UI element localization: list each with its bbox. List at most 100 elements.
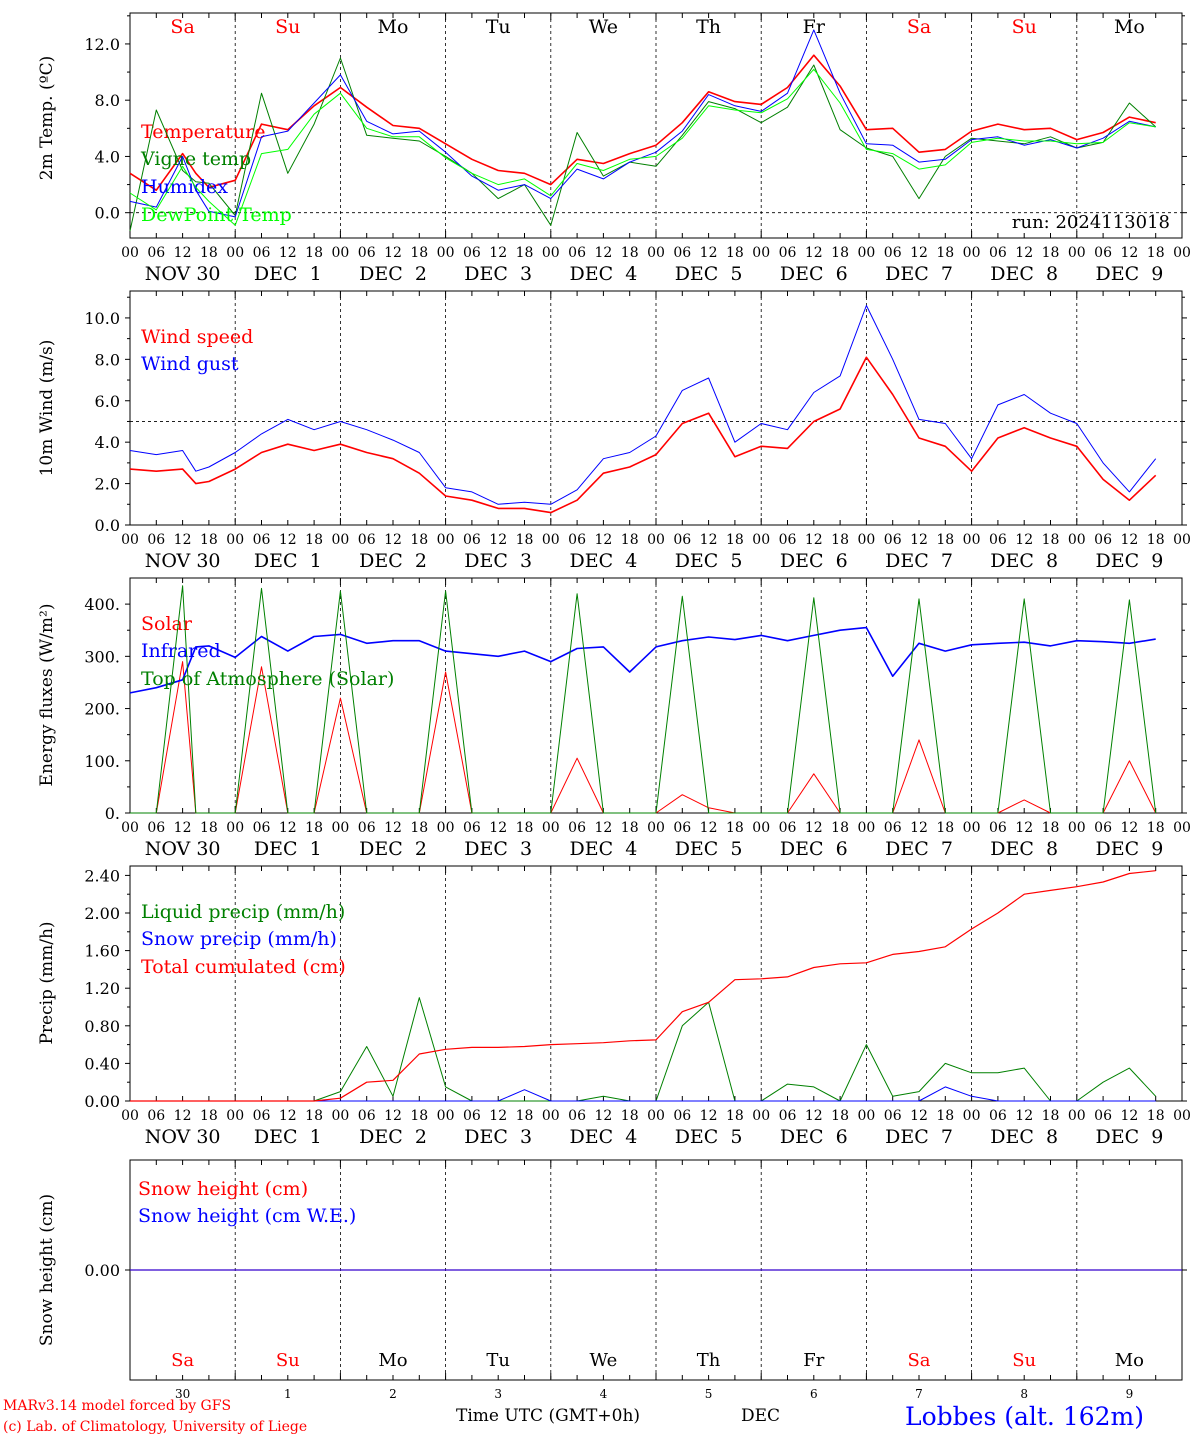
legend-entry: Solar [141, 613, 193, 635]
hour-tick-label: 18 [305, 820, 323, 836]
chart-panel-5: 0.00 Snow height (cm) Snow height (cm) Snow… [37, 1159, 1187, 1401]
hour-tick-label: 06 [253, 245, 271, 261]
hour-tick-label: 18 [831, 532, 849, 548]
date-label: DEC 4 [569, 550, 637, 572]
legend-entry: Humidex [141, 176, 228, 198]
y-axis-label: Energy fluxes (W/m²) [37, 604, 57, 787]
series-line-3 [130, 585, 1157, 814]
day-number: 1 [284, 1387, 292, 1401]
hour-tick-label: 06 [147, 1108, 165, 1124]
date-label: DEC 9 [1095, 263, 1163, 285]
day-number: 3 [494, 1387, 502, 1401]
hour-tick-label: 18 [831, 245, 849, 261]
hour-tick-label: 00 [437, 532, 455, 548]
date-label: DEC 4 [569, 263, 637, 285]
hour-tick-label: 06 [463, 820, 481, 836]
date-label: DEC 7 [885, 550, 953, 572]
day-number: 4 [600, 1387, 608, 1401]
y-tick-label: 4.0 [95, 147, 120, 166]
hour-tick-label: 06 [673, 245, 691, 261]
day-name: We [589, 16, 618, 38]
date-label: DEC 6 [780, 1126, 848, 1148]
day-number: 5 [705, 1387, 713, 1401]
date-label: DEC 4 [569, 1126, 637, 1148]
hour-tick-label: 00 [857, 820, 875, 836]
hour-tick-label: 18 [516, 245, 534, 261]
hour-tick-label: 00 [752, 532, 770, 548]
hour-tick-label: 18 [1147, 1108, 1165, 1124]
y-tick-label: 12.0 [84, 35, 120, 54]
hour-tick-label: 12 [910, 820, 928, 836]
hour-tick-label: 12 [594, 1108, 612, 1124]
hour-tick-label: 18 [726, 245, 744, 261]
hour-tick-label: 12 [1015, 532, 1033, 548]
hour-tick-label: 12 [489, 820, 507, 836]
series-line-3 [129, 29, 1156, 218]
hour-tick-label: 18 [621, 820, 639, 836]
legend-entry: Vigne temp [140, 148, 251, 170]
run-label: run: 2024113018 [1012, 212, 1170, 233]
hour-tick-label: 00 [1173, 532, 1191, 548]
hour-tick-label: 12 [594, 245, 612, 261]
hour-tick-label: 06 [147, 820, 165, 836]
date-label: DEC 2 [359, 550, 427, 572]
day-name: Sa [170, 16, 194, 38]
y-tick-label: 400. [84, 595, 120, 614]
hour-tick-label: 06 [989, 532, 1007, 548]
hour-tick-label: 06 [358, 532, 376, 548]
hour-tick-label: 12 [279, 1108, 297, 1124]
hour-tick-label: 06 [253, 532, 271, 548]
hour-tick-label: 00 [857, 1108, 875, 1124]
hour-tick-label: 00 [963, 820, 981, 836]
chart-panel-3: 0. 100. 200. 300. 400. Energy fluxes (W/m²) So… [37, 577, 1191, 860]
lab-credit: (c) Lab. of Climatology, University of L… [3, 1419, 308, 1435]
hour-tick-label: 12 [1120, 532, 1138, 548]
legend-entry: Wind gust [141, 353, 239, 375]
hour-tick-label: 06 [253, 1108, 271, 1124]
hour-tick-label: 00 [226, 1108, 244, 1124]
y-axis-label: Snow height (cm) [37, 1194, 57, 1346]
y-axis-label: 10m Wind (m/s) [37, 340, 57, 477]
hour-tick-label: 00 [752, 820, 770, 836]
hour-tick-label: 00 [752, 1108, 770, 1124]
hour-tick-label: 12 [910, 532, 928, 548]
station-title: Lobbes (alt. 162m) [905, 1402, 1145, 1431]
date-label: DEC 6 [780, 550, 848, 572]
day-name: Mo [378, 16, 409, 38]
series-line-1 [130, 997, 1157, 1102]
hour-tick-label: 12 [805, 532, 823, 548]
date-label: DEC 5 [675, 1126, 743, 1148]
hour-tick-label: 00 [647, 245, 665, 261]
day-name: Sa [907, 16, 931, 38]
y-tick-label: 100. [84, 752, 120, 771]
hour-tick-label: 18 [305, 245, 323, 261]
hour-tick-label: 06 [568, 532, 586, 548]
chart-panel-2: 0.0 2.0 4.0 6.0 8.0 10.0 10m Wind (m/s) Wind sp… [37, 290, 1191, 572]
hour-tick-label: 06 [1094, 532, 1112, 548]
day-number: 6 [810, 1387, 818, 1401]
hour-tick-label: 06 [673, 1108, 691, 1124]
hour-tick-label: 12 [279, 820, 297, 836]
day-number: 2 [389, 1387, 397, 1401]
hour-tick-label: 00 [226, 820, 244, 836]
day-name: Su [1012, 1350, 1036, 1371]
y-tick-label: 2.0 [95, 475, 120, 494]
hour-tick-label: 12 [174, 245, 192, 261]
hour-tick-label: 12 [174, 532, 192, 548]
day-number: 7 [915, 1387, 923, 1401]
y-tick-label: 2.00 [84, 904, 120, 923]
legend-entry: Total cumulated (cm) [141, 956, 346, 978]
series-line-1 [129, 356, 1157, 514]
legend-entry: Snow height (cm W.E.) [138, 1205, 356, 1227]
date-label: DEC 8 [990, 1126, 1058, 1148]
date-label: DEC 3 [464, 263, 532, 285]
hour-tick-label: 06 [884, 1108, 902, 1124]
hour-tick-label: 06 [358, 820, 376, 836]
day-name: We [590, 1350, 618, 1371]
legend-entry: Wind speed [141, 326, 253, 348]
hour-tick-label: 12 [279, 245, 297, 261]
hour-tick-label: 12 [489, 1108, 507, 1124]
legend-entry: DewPoint Temp [141, 204, 292, 226]
hour-tick-label: 06 [884, 245, 902, 261]
